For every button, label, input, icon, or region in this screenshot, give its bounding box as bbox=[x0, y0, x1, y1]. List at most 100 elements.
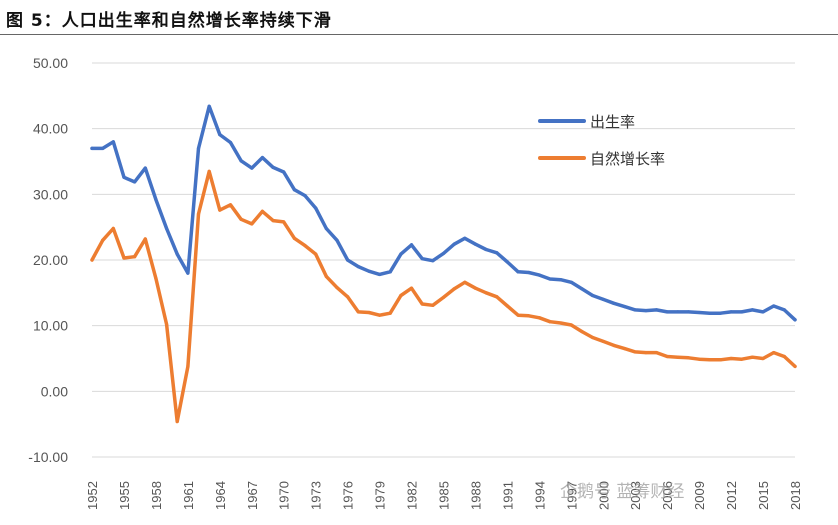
x-tick-label: 1976 bbox=[341, 481, 356, 510]
data-point bbox=[484, 291, 488, 295]
data-point bbox=[122, 175, 126, 179]
data-point bbox=[218, 208, 222, 212]
data-point bbox=[473, 242, 478, 246]
data-point bbox=[644, 308, 648, 313]
x-tick-label: 1997 bbox=[564, 481, 579, 510]
data-point bbox=[399, 293, 403, 298]
data-point bbox=[356, 310, 360, 314]
title-divider bbox=[0, 34, 838, 35]
data-point bbox=[367, 310, 371, 315]
x-tick-label: 1961 bbox=[181, 481, 196, 510]
data-point bbox=[484, 247, 488, 252]
x-tick-label: 1979 bbox=[373, 481, 388, 510]
data-point bbox=[495, 251, 499, 255]
x-tick-label: 2015 bbox=[756, 481, 771, 510]
data-point bbox=[133, 180, 137, 184]
data-point bbox=[239, 159, 243, 163]
data-point bbox=[708, 311, 712, 315]
data-point bbox=[452, 242, 456, 246]
data-point bbox=[271, 165, 275, 170]
data-point bbox=[505, 260, 510, 264]
data-point bbox=[697, 310, 701, 315]
data-point bbox=[580, 287, 584, 291]
data-point bbox=[101, 146, 105, 150]
data-point bbox=[250, 222, 254, 226]
data-point bbox=[441, 295, 446, 300]
y-tick-label: 10.00 bbox=[33, 318, 68, 334]
data-point bbox=[580, 329, 584, 334]
data-point bbox=[750, 308, 754, 312]
x-tick-label: 1991 bbox=[500, 481, 515, 510]
data-point bbox=[740, 357, 744, 361]
data-point bbox=[452, 287, 456, 291]
data-point bbox=[793, 364, 797, 368]
data-point bbox=[591, 293, 595, 298]
data-point bbox=[782, 308, 786, 312]
x-tick-label: 2009 bbox=[692, 481, 707, 510]
data-point bbox=[665, 310, 669, 314]
data-point bbox=[793, 318, 797, 322]
data-point bbox=[559, 278, 563, 282]
data-point bbox=[708, 358, 712, 362]
data-point bbox=[218, 132, 222, 137]
data-point bbox=[292, 188, 296, 192]
y-tick-label: -10.00 bbox=[28, 449, 68, 465]
data-point bbox=[367, 269, 371, 273]
data-point bbox=[324, 226, 328, 231]
data-point bbox=[782, 354, 786, 359]
data-point bbox=[346, 258, 350, 262]
data-point bbox=[111, 140, 115, 144]
data-point bbox=[314, 252, 318, 256]
data-point bbox=[569, 280, 573, 284]
data-point bbox=[441, 251, 446, 256]
data-point bbox=[644, 350, 648, 355]
data-point bbox=[186, 271, 190, 275]
y-tick-label: 0.00 bbox=[41, 383, 68, 399]
x-tick-label: 2012 bbox=[724, 481, 739, 510]
series-lines bbox=[90, 104, 797, 424]
data-point bbox=[164, 226, 169, 231]
data-point bbox=[569, 323, 573, 327]
data-point bbox=[154, 197, 158, 202]
data-point bbox=[686, 356, 691, 360]
data-point bbox=[431, 259, 435, 263]
data-point bbox=[537, 316, 541, 320]
data-point bbox=[399, 252, 403, 256]
x-tick-label: 1973 bbox=[309, 481, 324, 510]
data-point bbox=[335, 285, 339, 290]
x-tick-label: 2006 bbox=[660, 481, 675, 510]
data-point bbox=[537, 273, 541, 277]
figure-title: 图 5：人口出生率和自然增长率持续下滑 bbox=[6, 11, 332, 31]
data-point bbox=[612, 301, 616, 305]
legend-label: 自然增长率 bbox=[590, 150, 665, 168]
data-point bbox=[729, 310, 733, 314]
data-point bbox=[324, 274, 328, 279]
data-point bbox=[633, 308, 637, 312]
data-point bbox=[527, 314, 531, 318]
data-point bbox=[101, 238, 105, 242]
x-tick-label: 2003 bbox=[628, 481, 643, 510]
x-tick-label: 1994 bbox=[532, 481, 547, 510]
data-point bbox=[133, 255, 137, 259]
data-point bbox=[548, 320, 552, 324]
x-tick-label: 1964 bbox=[213, 481, 228, 510]
data-point bbox=[111, 226, 115, 231]
data-point bbox=[527, 270, 531, 275]
data-point bbox=[260, 209, 265, 214]
data-point bbox=[505, 304, 510, 308]
data-point bbox=[377, 313, 382, 317]
data-point bbox=[143, 237, 147, 241]
data-point bbox=[282, 170, 286, 174]
data-point bbox=[207, 104, 211, 108]
data-point bbox=[750, 355, 754, 359]
data-point bbox=[175, 252, 179, 256]
data-point bbox=[729, 356, 733, 361]
data-point bbox=[772, 304, 776, 308]
data-point bbox=[314, 206, 318, 210]
x-tick-label: 1952 bbox=[85, 481, 100, 510]
data-point bbox=[633, 350, 637, 354]
data-point bbox=[196, 146, 201, 150]
data-point bbox=[516, 313, 520, 317]
data-point bbox=[271, 219, 275, 223]
